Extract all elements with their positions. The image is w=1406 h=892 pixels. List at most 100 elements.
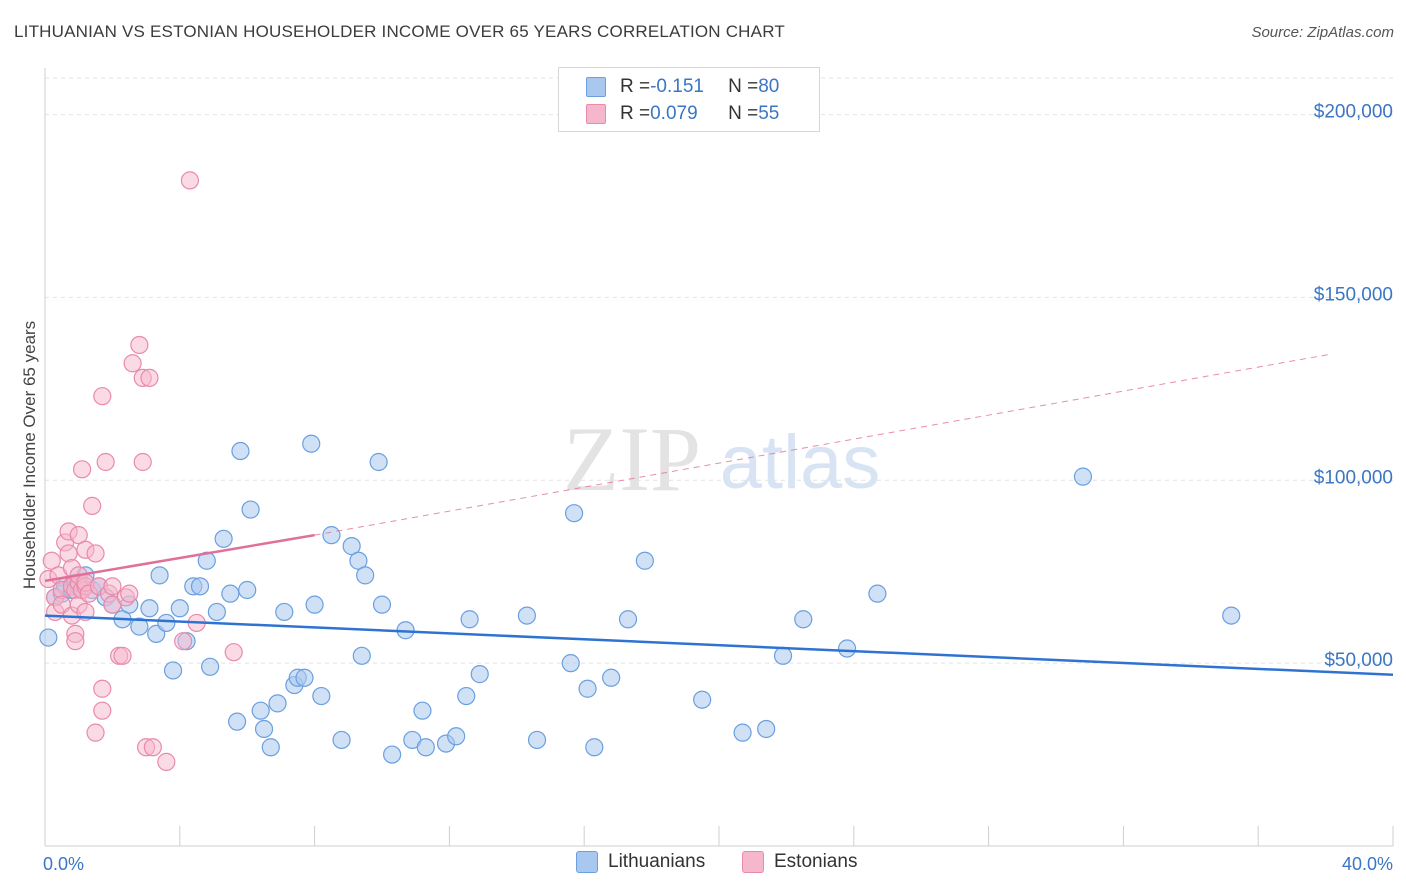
estonians-trend-line <box>44 533 315 583</box>
lithuanians-trend-line <box>44 614 1394 677</box>
legend-row-estonians: R = 0.079 N = 55 <box>586 102 779 126</box>
lithuanian-point <box>342 537 361 556</box>
lithuanian-point <box>163 661 183 680</box>
lithuanian-point <box>447 727 466 746</box>
estonian-point <box>86 723 105 742</box>
lithuanian-point <box>302 434 321 453</box>
series-label-estonians: Estonians <box>774 851 858 872</box>
estonian-point <box>83 496 102 515</box>
legend-r-value: 0.079 <box>650 103 698 124</box>
legend-r-label: R = <box>620 76 651 97</box>
y-tick-label: $50,000 <box>1324 650 1393 671</box>
lithuanian-point <box>207 602 226 622</box>
lithuanian-point <box>130 617 149 636</box>
estonian-point <box>69 526 88 545</box>
watermark-atlas: atlas <box>720 420 881 505</box>
y-tick-label: $200,000 <box>1314 102 1393 123</box>
estonian-point <box>96 452 115 472</box>
lithuanian-point <box>561 654 580 673</box>
lithuanian-point <box>238 580 257 600</box>
lithuanian-point <box>413 701 432 720</box>
legend-row-lithuanians: R = -0.151 N = 80 <box>586 75 779 99</box>
lithuanian-point <box>457 686 476 706</box>
gridlines <box>45 77 1393 664</box>
legend-swatch-lithuanians <box>586 77 606 97</box>
series-legend: Lithuanians Estonians <box>0 851 1406 877</box>
lithuanian-point <box>757 719 776 739</box>
x-tick-label-left: 0.0% <box>43 854 84 874</box>
legend-n-label: N = <box>728 76 759 97</box>
lithuanian-point <box>39 628 58 647</box>
lithuanian-point <box>275 602 294 622</box>
trend-lines <box>44 353 1394 677</box>
y-tick-label: $150,000 <box>1314 284 1393 305</box>
estonian-point <box>93 701 112 720</box>
lithuanian-point <box>564 504 584 523</box>
lithuanian-point <box>214 529 233 548</box>
y-tick-labels: $200,000 $150,000 $100,000 $50,000 <box>1314 102 1393 672</box>
estonian-point <box>143 738 162 757</box>
lithuanian-point <box>312 686 331 706</box>
lithuanian-point <box>527 730 547 750</box>
lithuanian-point <box>268 694 287 713</box>
lithuanian-point <box>140 599 159 618</box>
estonian-point <box>66 632 85 651</box>
estonian-point <box>86 544 105 563</box>
estonian-point <box>93 387 112 406</box>
lithuanian-point <box>322 526 341 545</box>
estonian-point <box>140 368 159 387</box>
lithuanian-point <box>157 613 176 633</box>
series-swatch-lithuanians <box>576 851 598 873</box>
estonian-point <box>113 646 132 665</box>
legend-n-value: 80 <box>758 76 780 97</box>
lithuanian-point <box>372 595 392 614</box>
lithuanian-point <box>170 599 189 618</box>
lithuanian-point <box>352 646 371 665</box>
legend-r-value: -0.151 <box>650 76 704 97</box>
estonians-trend-extension <box>314 353 1332 536</box>
lithuanian-point <box>227 712 247 731</box>
lithuanian-point <box>356 566 375 585</box>
estonian-point <box>123 354 142 373</box>
axes <box>44 68 1394 847</box>
estonians-points <box>39 171 243 771</box>
estonian-point <box>93 679 112 698</box>
legend-swatch-estonians <box>586 104 606 124</box>
lithuanian-point <box>837 639 857 658</box>
lithuanians-points <box>39 434 1241 764</box>
lithuanian-point <box>190 577 210 596</box>
lithuanian-point <box>517 606 537 625</box>
correlation-legend: R = -0.151 N = 80 R = 0.079 N = 55 <box>558 67 820 132</box>
estonian-point <box>72 460 92 479</box>
lithuanian-point <box>332 730 351 750</box>
lithuanian-point <box>295 668 314 687</box>
watermark: ZIP atlas <box>563 408 880 510</box>
lithuanian-point <box>201 657 220 676</box>
lithuanian-point <box>470 665 489 684</box>
lithuanian-point <box>251 701 270 720</box>
estonian-point <box>180 171 200 190</box>
lithuanian-point <box>231 441 250 461</box>
lithuanian-point <box>1222 606 1241 625</box>
series-label-lithuanians: Lithuanians <box>608 851 706 872</box>
series-legend-estonians[interactable]: Estonians <box>742 851 857 873</box>
lithuanian-point <box>416 738 435 757</box>
y-tick-label: $100,000 <box>1314 467 1393 488</box>
series-legend-lithuanians[interactable]: Lithuanians <box>576 851 705 873</box>
x-tick-label-right: 40.0% <box>1342 854 1393 874</box>
lithuanian-point <box>305 595 324 614</box>
lithuanian-point <box>733 723 752 742</box>
lithuanian-point <box>369 452 388 472</box>
estonian-point <box>157 752 176 771</box>
lithuanian-point <box>1073 467 1093 486</box>
watermark-zip: ZIP <box>563 408 701 510</box>
lithuanian-point <box>635 551 654 570</box>
estonian-point <box>133 452 152 472</box>
lithuanian-point <box>349 551 368 570</box>
estonian-point <box>130 335 149 355</box>
lithuanian-point <box>578 679 597 698</box>
lithuanian-point <box>383 745 402 764</box>
lithuanian-point <box>602 668 621 687</box>
legend-n-value: 55 <box>758 103 780 124</box>
lithuanian-point <box>618 610 638 629</box>
